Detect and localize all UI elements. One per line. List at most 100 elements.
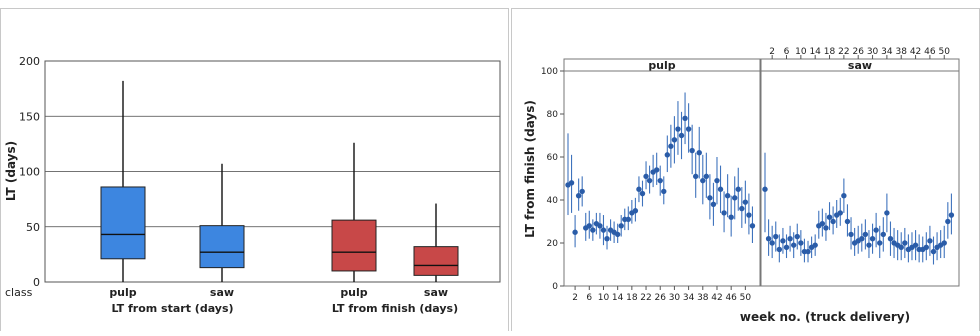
data-point: [710, 201, 717, 207]
data-point: [668, 143, 674, 149]
box-lt-from-finish-days-pulp: [331, 219, 377, 272]
x-tick-label: 18: [626, 293, 638, 303]
x-tick-label: 46: [725, 293, 737, 303]
x-tick-label: 26: [852, 47, 864, 57]
x-tick-label: 42: [711, 293, 722, 303]
y-tick-label: 0: [33, 276, 40, 289]
x-tick-label: 2: [769, 47, 775, 57]
facet-strips: pulp saw: [563, 58, 960, 72]
category-label: pulp: [340, 286, 367, 299]
x-tick-label: 2: [572, 293, 578, 303]
box-lt-from-start-days-pulp: [100, 186, 146, 260]
data-point: [586, 223, 592, 229]
plot-frame: [44, 60, 501, 283]
data-point: [812, 242, 818, 248]
category-label: saw: [210, 286, 234, 299]
y-tick-label: 80: [547, 110, 559, 120]
y-tick-label: 150: [19, 110, 40, 123]
data-point: [707, 195, 713, 201]
category-label: pulp: [109, 286, 136, 299]
data-point: [632, 208, 639, 214]
data-point: [930, 248, 937, 255]
facet-label: saw: [848, 59, 872, 72]
box-marks: [100, 80, 459, 282]
data-point: [945, 218, 951, 225]
data-point: [805, 248, 811, 255]
x-tick-label: 14: [809, 47, 821, 57]
data-point: [639, 190, 646, 197]
data-point: [671, 137, 678, 143]
boxplot-chart: 0 50 100 150 200 pulp saw LT from start (days)…: [4, 55, 501, 315]
boxplot-panel: 0 50 100 150 200 pulp saw LT from start (days)…: [0, 8, 509, 331]
data-point: [769, 240, 775, 246]
y-axis-title: LT (days): [4, 141, 18, 201]
data-point: [625, 216, 632, 223]
data-point: [837, 210, 843, 216]
y-tick-label: 40: [547, 196, 559, 206]
data-point: [869, 236, 876, 242]
x-tick-label: 10: [795, 47, 807, 57]
data-point: [724, 193, 731, 199]
class-label: class: [5, 286, 33, 299]
data-point: [739, 205, 745, 212]
data-point: [597, 223, 603, 229]
data-point: [692, 173, 699, 180]
category-label: saw: [424, 286, 448, 299]
data-point: [927, 238, 933, 244]
x-axis-ticks: 2 6 10 14 18 22 26 30 34 38 42 46 502 6 10 14 18 22 26 30 34…: [572, 47, 950, 303]
x-tick-label: 30: [669, 293, 681, 303]
data-point: [689, 147, 695, 154]
data-point: [685, 126, 692, 132]
x-tick-label: 18: [824, 47, 836, 57]
data-point: [664, 152, 671, 158]
x-tick-label: 46: [924, 47, 936, 57]
data-point: [714, 177, 720, 184]
data-point: [923, 244, 930, 250]
data-point: [742, 199, 749, 205]
data-point: [675, 126, 681, 132]
scatter-marks: [565, 92, 955, 265]
y-axis-ticks: 0 20 40 60 80 100: [541, 67, 564, 292]
data-point: [912, 242, 919, 248]
y-tick-label: 60: [547, 153, 559, 163]
data-point: [877, 240, 883, 246]
data-point: [798, 240, 804, 246]
data-point: [783, 244, 790, 250]
data-point: [643, 173, 649, 180]
data-point: [902, 240, 908, 246]
data-point: [600, 227, 607, 233]
data-point: [568, 180, 575, 186]
data-point: [844, 218, 851, 225]
y-axis-title: LT from finish (days): [523, 100, 537, 238]
data-point: [887, 236, 894, 242]
group-label: LT from finish (days): [332, 302, 458, 315]
x-tick-label: 22: [838, 47, 849, 57]
data-point: [579, 188, 585, 195]
data-point: [848, 231, 854, 238]
x-tick-label: 22: [640, 293, 651, 303]
data-point: [859, 236, 865, 242]
x-tick-label: 6: [586, 293, 592, 303]
group-label: LT from start (days): [111, 302, 233, 315]
facet-frame-saw: [760, 70, 960, 287]
data-point: [735, 186, 741, 192]
x-tick-label: 6: [784, 47, 790, 57]
data-point: [790, 242, 797, 248]
x-tick-label: 30: [867, 47, 879, 57]
data-point: [776, 246, 783, 253]
x-tick-label: 38: [697, 293, 709, 303]
data-point: [780, 238, 786, 244]
y-tick-label: 100: [541, 67, 558, 77]
facet-frames: [563, 70, 960, 287]
facet-label: pulp: [648, 59, 675, 72]
x-tick-label: 50: [740, 293, 752, 303]
data-point: [765, 236, 772, 242]
data-point: [700, 177, 706, 184]
data-point: [787, 236, 793, 242]
data-point: [590, 227, 596, 233]
data-point: [880, 231, 887, 238]
data-point: [732, 195, 738, 201]
data-point: [749, 223, 756, 229]
